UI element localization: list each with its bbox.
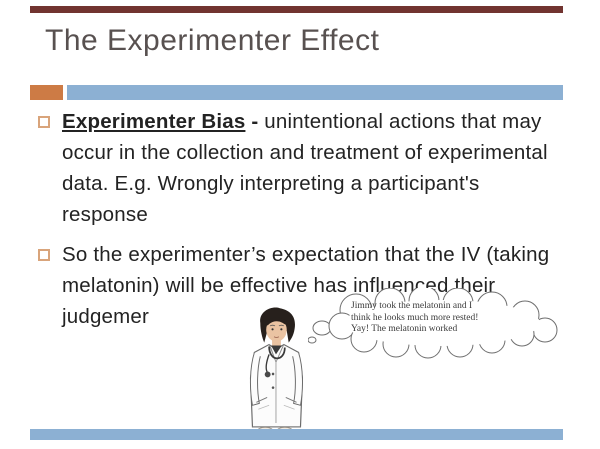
bottom-accent-bar — [30, 429, 563, 440]
bullet-body-text: unintentional actions that may occur in … — [62, 110, 548, 226]
bubble-line-3: Yay! The melatonin worked — [351, 324, 458, 334]
bullet-lead-separator: - — [245, 110, 265, 133]
bullet-item-experimenter-bias: Experimenter Bias - unintentional action… — [38, 106, 568, 230]
bullet-list: Experimenter Bias - unintentional action… — [38, 106, 568, 341]
divider-blue-bar — [67, 85, 563, 100]
bubble-line-1: Jimmy took the melatonin and I — [351, 301, 473, 311]
slide-title: The Experimenter Effect — [45, 24, 380, 57]
divider-orange-square — [30, 85, 63, 100]
square-bullet-icon — [38, 116, 50, 128]
bubble-line-2: think he looks much more rested! — [351, 312, 479, 323]
square-bullet-icon — [38, 249, 50, 261]
top-accent-bar — [30, 6, 563, 13]
bullet-lead-term: Experimenter Bias — [62, 110, 246, 133]
thought-bubble-cloud — [308, 288, 558, 359]
thought-bubble-text: Jimmy took the melatonin and I think he … — [351, 301, 511, 336]
bullet-text: Experimenter Bias - unintentional action… — [62, 106, 567, 230]
